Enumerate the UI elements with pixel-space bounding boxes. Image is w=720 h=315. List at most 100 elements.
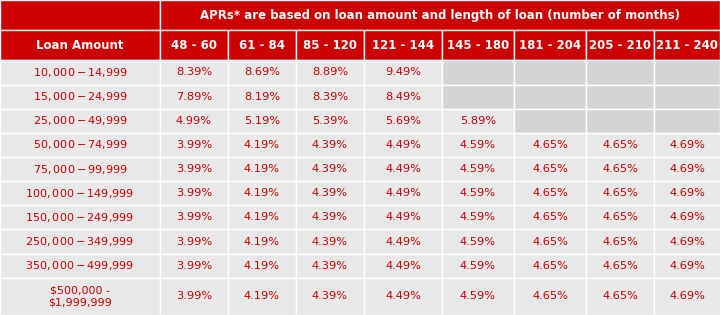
Text: 7.89%: 7.89% bbox=[176, 92, 212, 102]
Bar bbox=[0, 0, 160, 30]
Text: 85 - 120: 85 - 120 bbox=[303, 39, 357, 52]
Text: 4.65%: 4.65% bbox=[532, 188, 568, 198]
Text: 8.69%: 8.69% bbox=[244, 67, 280, 77]
Text: 3.99%: 3.99% bbox=[176, 291, 212, 301]
Text: Loan Amount: Loan Amount bbox=[36, 39, 124, 52]
Text: 3.99%: 3.99% bbox=[176, 261, 212, 271]
Text: 3.99%: 3.99% bbox=[176, 237, 212, 247]
Text: 211 - 240: 211 - 240 bbox=[656, 39, 718, 52]
Bar bbox=[442, 181, 514, 205]
Text: 4.49%: 4.49% bbox=[385, 164, 421, 174]
Bar bbox=[654, 205, 720, 229]
Text: 8.39%: 8.39% bbox=[312, 92, 348, 102]
Bar bbox=[514, 30, 586, 60]
Bar bbox=[296, 181, 364, 205]
Bar bbox=[296, 278, 364, 315]
Text: 4.59%: 4.59% bbox=[460, 188, 496, 198]
Text: 4.65%: 4.65% bbox=[532, 291, 568, 301]
Bar bbox=[586, 60, 654, 84]
Text: $10,000 - $14,999: $10,000 - $14,999 bbox=[32, 66, 127, 79]
Text: 4.65%: 4.65% bbox=[602, 188, 638, 198]
Text: 4.19%: 4.19% bbox=[244, 164, 280, 174]
Bar bbox=[228, 278, 296, 315]
Bar bbox=[228, 84, 296, 109]
Text: 4.49%: 4.49% bbox=[385, 140, 421, 150]
Bar bbox=[514, 229, 586, 254]
Bar bbox=[442, 133, 514, 157]
Bar bbox=[228, 205, 296, 229]
Bar bbox=[654, 181, 720, 205]
Bar bbox=[514, 157, 586, 181]
Text: APRs* are based on loan amount and length of loan (number of months): APRs* are based on loan amount and lengt… bbox=[200, 9, 680, 22]
Bar bbox=[296, 157, 364, 181]
Bar bbox=[0, 254, 160, 278]
Bar bbox=[160, 229, 228, 254]
Bar bbox=[296, 60, 364, 84]
Bar bbox=[228, 60, 296, 84]
Text: 4.65%: 4.65% bbox=[602, 291, 638, 301]
Text: 205 - 210: 205 - 210 bbox=[589, 39, 651, 52]
Text: 4.65%: 4.65% bbox=[532, 261, 568, 271]
Bar bbox=[364, 229, 442, 254]
Text: $15,000 - $24,999: $15,000 - $24,999 bbox=[32, 90, 127, 103]
Bar bbox=[364, 133, 442, 157]
Bar bbox=[0, 30, 160, 60]
Bar bbox=[586, 254, 654, 278]
Text: 8.19%: 8.19% bbox=[244, 92, 280, 102]
Bar bbox=[586, 133, 654, 157]
Text: 4.69%: 4.69% bbox=[669, 261, 705, 271]
Text: 4.39%: 4.39% bbox=[312, 164, 348, 174]
Text: 4.69%: 4.69% bbox=[669, 212, 705, 222]
Bar bbox=[442, 278, 514, 315]
Text: 4.39%: 4.39% bbox=[312, 261, 348, 271]
Text: 4.65%: 4.65% bbox=[602, 164, 638, 174]
Bar bbox=[654, 157, 720, 181]
Bar bbox=[364, 205, 442, 229]
Bar bbox=[364, 109, 442, 133]
Bar bbox=[442, 205, 514, 229]
Bar bbox=[586, 30, 654, 60]
Bar bbox=[654, 30, 720, 60]
Text: 8.49%: 8.49% bbox=[385, 92, 421, 102]
Bar bbox=[228, 30, 296, 60]
Bar bbox=[514, 84, 586, 109]
Text: 181 - 204: 181 - 204 bbox=[519, 39, 581, 52]
Text: 5.69%: 5.69% bbox=[385, 116, 421, 126]
Text: 4.65%: 4.65% bbox=[602, 237, 638, 247]
Bar bbox=[296, 30, 364, 60]
Bar bbox=[654, 278, 720, 315]
Text: 4.59%: 4.59% bbox=[460, 261, 496, 271]
Text: 8.89%: 8.89% bbox=[312, 67, 348, 77]
Text: $500,000 -
$1,999,999: $500,000 - $1,999,999 bbox=[48, 286, 112, 307]
Text: 121 - 144: 121 - 144 bbox=[372, 39, 434, 52]
Bar bbox=[0, 181, 160, 205]
Bar bbox=[0, 133, 160, 157]
Bar bbox=[364, 157, 442, 181]
Text: 4.59%: 4.59% bbox=[460, 212, 496, 222]
Text: $150,000 - $249,999: $150,000 - $249,999 bbox=[25, 211, 135, 224]
Text: 4.39%: 4.39% bbox=[312, 140, 348, 150]
Text: 3.99%: 3.99% bbox=[176, 164, 212, 174]
Text: 4.69%: 4.69% bbox=[669, 188, 705, 198]
Text: 5.39%: 5.39% bbox=[312, 116, 348, 126]
Bar bbox=[514, 109, 586, 133]
Text: 3.99%: 3.99% bbox=[176, 188, 212, 198]
Bar bbox=[514, 60, 586, 84]
Bar bbox=[0, 157, 160, 181]
Bar bbox=[654, 133, 720, 157]
Bar bbox=[296, 133, 364, 157]
Text: 4.19%: 4.19% bbox=[244, 140, 280, 150]
Text: 4.69%: 4.69% bbox=[669, 140, 705, 150]
Bar bbox=[654, 84, 720, 109]
Bar bbox=[160, 84, 228, 109]
Bar bbox=[160, 205, 228, 229]
Bar bbox=[0, 278, 160, 315]
Bar bbox=[228, 181, 296, 205]
Bar bbox=[442, 229, 514, 254]
Text: 4.39%: 4.39% bbox=[312, 291, 348, 301]
Text: 4.65%: 4.65% bbox=[532, 140, 568, 150]
Bar bbox=[586, 109, 654, 133]
Bar bbox=[364, 60, 442, 84]
Bar bbox=[228, 254, 296, 278]
Bar bbox=[160, 133, 228, 157]
